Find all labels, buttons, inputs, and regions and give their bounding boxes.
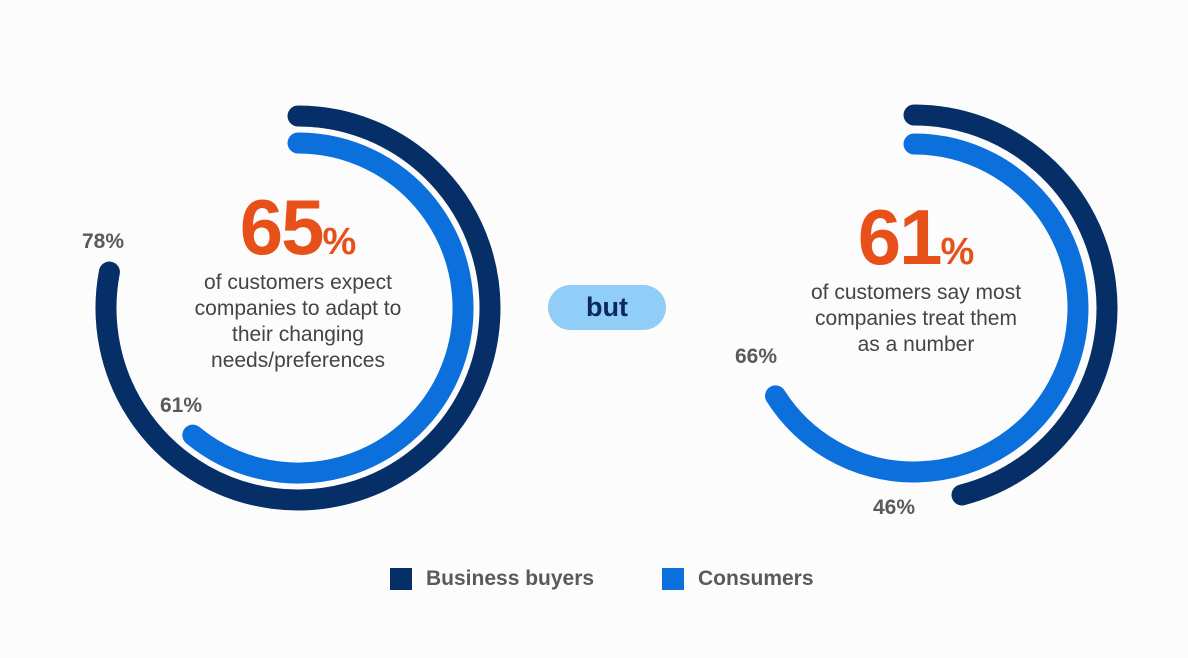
label-consumers-right: 66% bbox=[735, 345, 778, 368]
arc-left-consumers bbox=[182, 132, 474, 484]
legend-label-business-buyers: Business buyers bbox=[426, 567, 595, 590]
but-connector-pill: but bbox=[548, 285, 666, 330]
headline-left: 65% bbox=[172, 188, 424, 266]
legend-item-consumers: Consumers bbox=[662, 567, 814, 591]
label-business-buyers-right: 46% bbox=[873, 496, 916, 519]
arc-left-business-buyers bbox=[95, 105, 501, 511]
headline-value-left: 65 bbox=[239, 183, 325, 271]
arc-right-business-buyers bbox=[903, 104, 1118, 506]
center-text-right: 61% of customers say most companies trea… bbox=[805, 198, 1027, 358]
center-text-left: 65% of customers expect companies to ada… bbox=[172, 188, 424, 374]
description-right: of customers say most companies treat th… bbox=[810, 281, 1022, 356]
description-left: of customers expect companies to adapt t… bbox=[194, 271, 402, 372]
legend-item-business-buyers: Business buyers bbox=[390, 567, 594, 591]
headline-right: 61% bbox=[805, 198, 1027, 276]
headline-unit-left: % bbox=[322, 221, 357, 263]
legend-label-consumers: Consumers bbox=[698, 567, 814, 590]
legend-swatch-consumers bbox=[662, 568, 684, 590]
label-business-buyers-left: 78% bbox=[82, 230, 125, 253]
headline-value-right: 61 bbox=[857, 193, 943, 281]
but-connector-label: but bbox=[586, 292, 628, 322]
headline-unit-right: % bbox=[940, 231, 975, 273]
label-consumers-left: 61% bbox=[160, 394, 203, 417]
arc-right-consumers bbox=[765, 133, 1089, 483]
legend-swatch-business-buyers bbox=[390, 568, 412, 590]
